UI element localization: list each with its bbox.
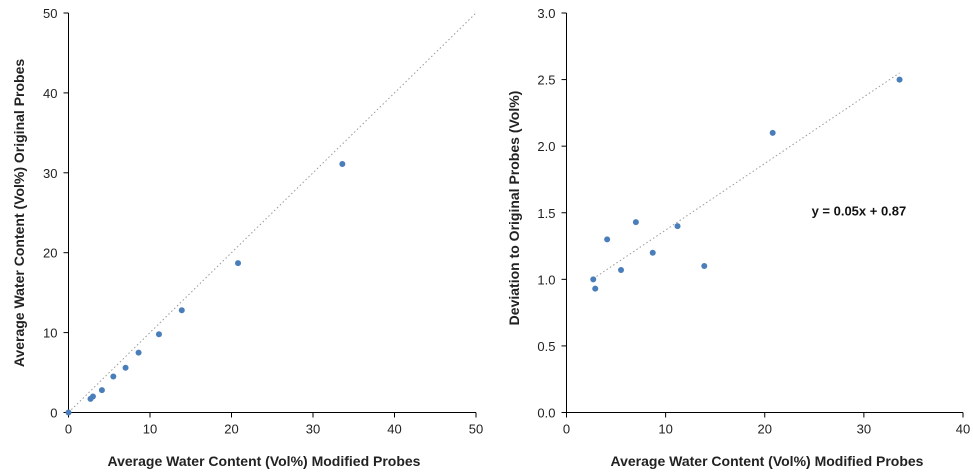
- left-x-tick-label: 10: [143, 422, 157, 437]
- right-x-tick-label: 20: [758, 422, 772, 437]
- data-point: [632, 219, 639, 226]
- data-point: [122, 364, 129, 371]
- data-point: [769, 129, 776, 136]
- data-point: [649, 249, 656, 256]
- right-data-points: [590, 76, 903, 292]
- right-y-tick-label: 2.5: [537, 73, 555, 88]
- data-point: [65, 409, 72, 416]
- data-point: [339, 161, 346, 168]
- right-axis-ticks: 0 10 20 30 40 0.0 0.5 1.0 1.5 2.0 2.5 3.0: [537, 6, 970, 437]
- data-point: [235, 260, 242, 267]
- data-point: [592, 285, 599, 292]
- left-axis-ticks: 0 10 20 30 40 50 0 10 20 30 40 50: [43, 6, 483, 437]
- data-point: [135, 349, 142, 356]
- right-x-tick-label: 10: [658, 422, 672, 437]
- left-x-tick-label: 50: [469, 422, 483, 437]
- right-y-tick-label: 0.5: [537, 339, 555, 354]
- data-point: [674, 223, 681, 230]
- left-x-tick-label: 20: [224, 422, 238, 437]
- left-x-axis-title: Average Water Content (Vol%) Modified Pr…: [108, 453, 421, 469]
- data-point: [701, 263, 708, 270]
- right-trendline: [592, 72, 900, 280]
- data-point: [896, 76, 903, 83]
- left-x-tick-label: 30: [306, 422, 320, 437]
- one-to-one-line: [68, 12, 477, 413]
- right-x-tick-label: 30: [857, 422, 871, 437]
- left-y-tick-label: 40: [43, 86, 57, 101]
- right-x-tick-label: 40: [956, 422, 970, 437]
- data-point: [604, 236, 611, 243]
- right-y-tick-label: 3.0: [537, 6, 555, 21]
- right-y-axis-title: Deviation to Original Probes (Vol%): [506, 91, 522, 326]
- right-x-tick-label: 0: [563, 422, 570, 437]
- left-y-tick-label: 20: [43, 246, 57, 261]
- left-scatter-panel: 0 10 20 30 40 50 0 10 20 30 40 50 Average Water Con…: [11, 6, 483, 469]
- left-y-tick-label: 10: [43, 326, 57, 341]
- data-point: [590, 276, 597, 283]
- left-y-tick-label: 30: [43, 166, 57, 181]
- left-data-points: [65, 161, 346, 416]
- data-point: [89, 393, 96, 400]
- data-point: [618, 267, 625, 274]
- right-x-axis-title: Average Water Content (Vol%) Modified Pr…: [611, 453, 924, 469]
- left-y-axis-title: Average Water Content (Vol%) Original Pr…: [11, 59, 27, 368]
- right-scatter-panel: 0 10 20 30 40 0.0 0.5 1.0 1.5 2.0 2.5 3.0 y = 0.05x…: [506, 6, 970, 469]
- left-x-tick-label: 0: [65, 422, 72, 437]
- left-y-tick-label: 0: [50, 406, 57, 421]
- right-y-tick-label: 0.0: [537, 406, 555, 421]
- data-point: [155, 331, 162, 338]
- left-y-tick-label: 50: [43, 6, 57, 21]
- trendline-equation: y = 0.05x + 0.87: [812, 203, 907, 218]
- right-y-tick-label: 1.5: [537, 206, 555, 221]
- linear-trendline: [592, 72, 900, 280]
- data-point: [110, 373, 117, 380]
- right-y-tick-label: 2.0: [537, 139, 555, 154]
- right-y-tick-label: 1.0: [537, 272, 555, 287]
- data-point: [178, 307, 185, 314]
- data-point: [98, 387, 105, 394]
- left-reference-line: [68, 12, 477, 413]
- left-x-tick-label: 40: [387, 422, 401, 437]
